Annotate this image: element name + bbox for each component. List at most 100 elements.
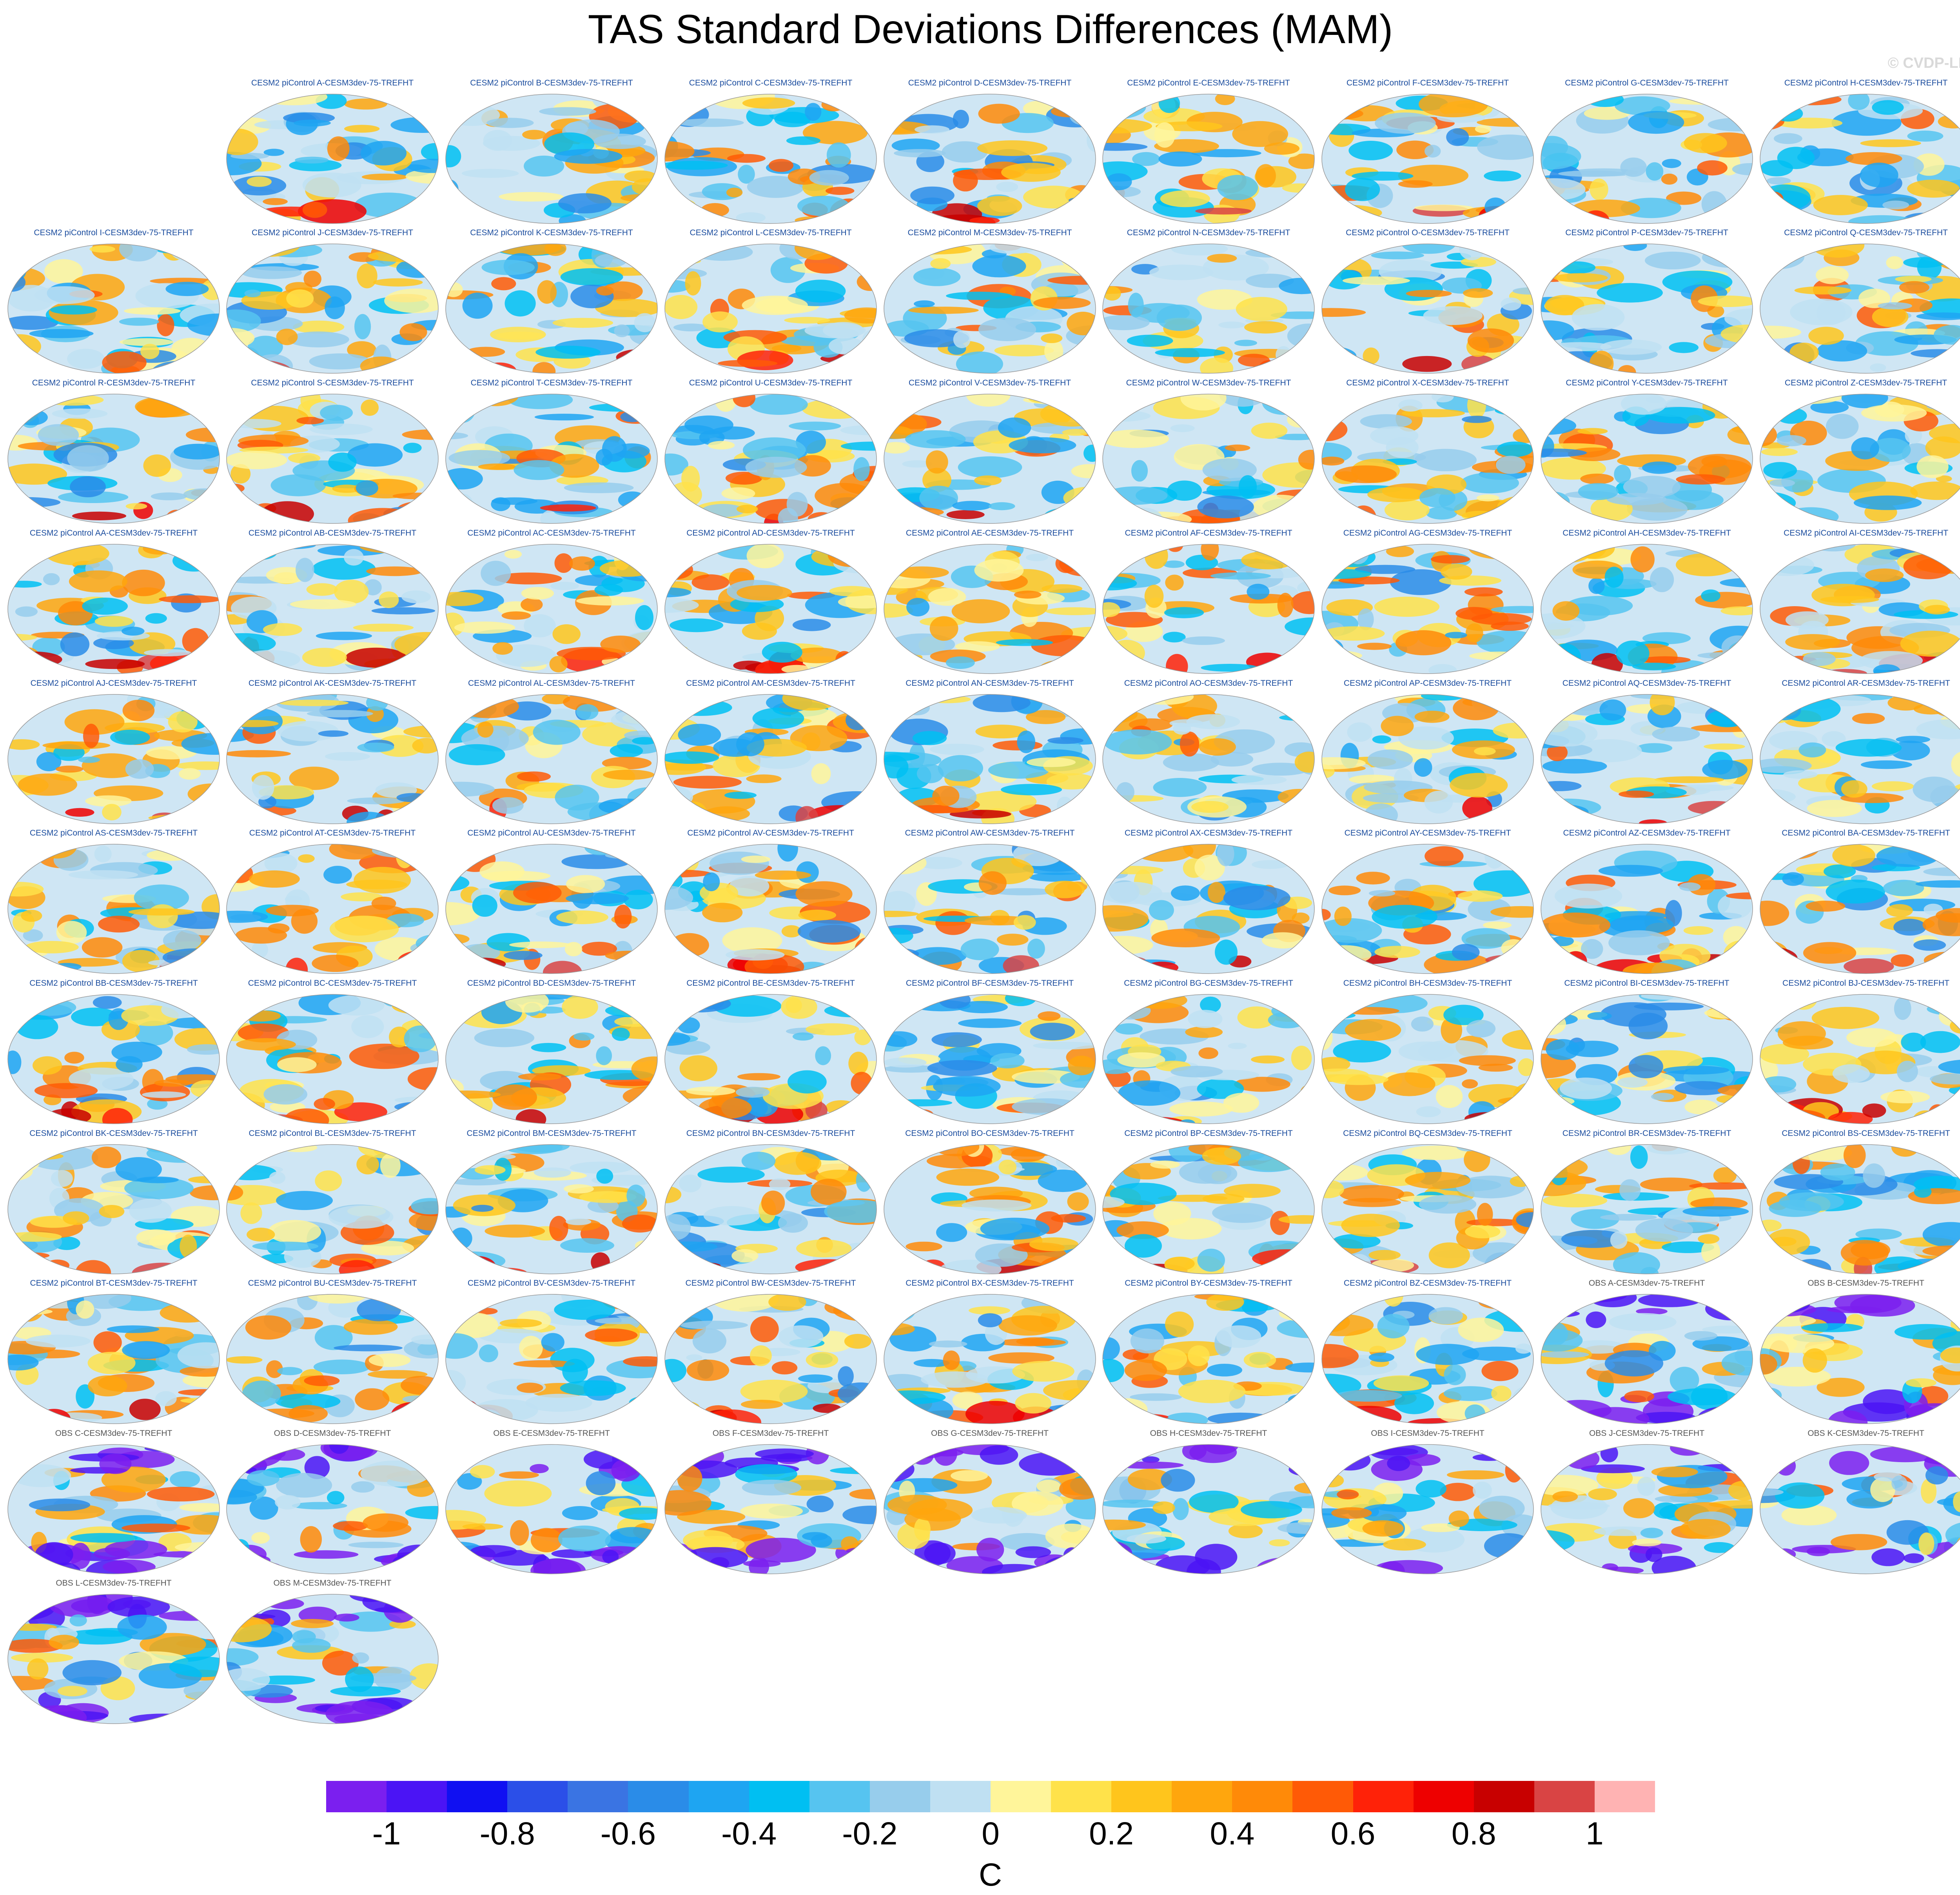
field-anomaly (1541, 1295, 1567, 1314)
field-anomaly (1269, 1539, 1290, 1546)
field-anomaly (344, 549, 364, 566)
field-anomaly (450, 1178, 506, 1186)
field-anomaly (1322, 545, 1331, 555)
field-anomaly (1108, 1294, 1148, 1302)
field-anomaly (519, 1335, 543, 1360)
field-anomaly (977, 140, 1048, 156)
field-anomaly (147, 904, 178, 928)
field-anomaly (1689, 1182, 1753, 1190)
map-outline (1102, 394, 1315, 524)
field-anomaly (240, 1010, 281, 1022)
field-anomaly (36, 752, 62, 771)
field-anomaly (8, 882, 44, 897)
field-anomaly (1332, 968, 1392, 974)
field-anomaly (1149, 900, 1174, 921)
field-anomaly (1760, 1098, 1777, 1116)
field-anomaly (366, 566, 423, 576)
field-anomaly (558, 1525, 611, 1552)
panel-label: CESM2 piControl AE-CESM3dev-75-TREFHT (906, 529, 1074, 538)
field-anomaly (451, 1116, 479, 1123)
field-anomaly (856, 1010, 877, 1027)
map-panel: CESM2 piControl BY-CESM3dev-75-TREFHT (1099, 1279, 1318, 1428)
field-anomaly (1580, 473, 1614, 484)
field-anomaly (1835, 739, 1902, 757)
field-anomaly (415, 1001, 438, 1017)
field-anomaly (590, 694, 657, 699)
field-anomaly (777, 844, 798, 862)
field-anomaly (1760, 248, 1801, 258)
map-panel: CESM2 piControl R-CESM3dev-75-TREFHT (4, 378, 223, 527)
field-anomaly (1132, 152, 1160, 166)
field-anomaly (446, 1263, 483, 1274)
field-anomaly (623, 844, 657, 852)
field-anomaly (541, 1333, 564, 1352)
field-anomaly (400, 1295, 438, 1305)
field-anomaly (1322, 994, 1383, 1003)
field-anomaly (1630, 1145, 1648, 1169)
map-outline (1321, 994, 1534, 1124)
field-anomaly (293, 320, 345, 334)
field-anomaly (1620, 157, 1647, 177)
panel-label: CESM2 piControl AH-CESM3dev-75-TREFHT (1563, 529, 1731, 538)
map-outline (664, 844, 877, 974)
field-anomaly (240, 1202, 262, 1224)
colorbar-segment (809, 1781, 870, 1812)
field-anomaly (93, 1331, 122, 1354)
field-anomaly (1104, 694, 1123, 709)
map-outline (1102, 1144, 1315, 1274)
field-anomaly (172, 550, 216, 572)
field-anomaly (1337, 807, 1358, 824)
field-anomaly (1929, 423, 1960, 443)
field-anomaly (916, 764, 944, 783)
field-anomaly (934, 1444, 957, 1466)
field-anomaly (1623, 1498, 1655, 1519)
field-anomaly (286, 289, 314, 308)
field-anomaly (552, 318, 613, 328)
field-anomaly (1197, 495, 1254, 518)
field-anomaly (1768, 1109, 1826, 1124)
field-anomaly (1802, 1348, 1827, 1373)
field-anomaly (1188, 1010, 1223, 1028)
field-anomaly (1676, 474, 1726, 485)
field-anomaly (140, 1633, 206, 1656)
field-anomaly (1571, 1209, 1619, 1229)
map-panel: CESM2 piControl V-CESM3dev-75-TREFHT (880, 378, 1100, 527)
field-anomaly (1228, 1524, 1263, 1539)
field-anomaly (1103, 866, 1163, 874)
field-anomaly (1335, 1406, 1402, 1424)
field-anomaly (1782, 1036, 1833, 1050)
field-anomaly (674, 1262, 721, 1270)
field-anomaly (334, 580, 369, 604)
field-anomaly (269, 1172, 286, 1184)
field-anomaly (446, 145, 461, 167)
field-anomaly (354, 314, 371, 340)
field-anomaly (1905, 427, 1922, 444)
global-map (1321, 994, 1534, 1124)
field-anomaly (179, 1503, 220, 1512)
field-anomaly (227, 1415, 248, 1424)
field-anomaly (1614, 465, 1631, 484)
global-map (884, 243, 1096, 374)
field-anomaly (829, 586, 874, 597)
field-anomaly (1640, 1528, 1663, 1538)
field-anomaly (249, 870, 300, 888)
field-anomaly (1322, 1180, 1344, 1198)
field-anomaly (665, 661, 697, 674)
field-anomaly (558, 193, 612, 214)
map-outline (664, 94, 877, 224)
field-anomaly (351, 1481, 375, 1493)
field-anomaly (1609, 1313, 1677, 1331)
field-anomaly (1739, 1158, 1753, 1176)
field-anomaly (144, 649, 191, 656)
field-anomaly (1464, 587, 1503, 597)
map-panel: OBS K-CESM3dev-75-TREFHT (1756, 1429, 1960, 1578)
panel-label: CESM2 piControl AM-CESM3dev-75-TREFHT (686, 679, 855, 688)
field-anomaly (309, 353, 370, 370)
field-anomaly (1240, 1501, 1302, 1519)
field-anomaly (85, 795, 132, 807)
field-anomaly (263, 1084, 307, 1105)
global-map (664, 694, 877, 824)
field-anomaly (1801, 1323, 1863, 1332)
field-anomaly (1915, 880, 1960, 888)
field-anomaly (329, 844, 380, 860)
